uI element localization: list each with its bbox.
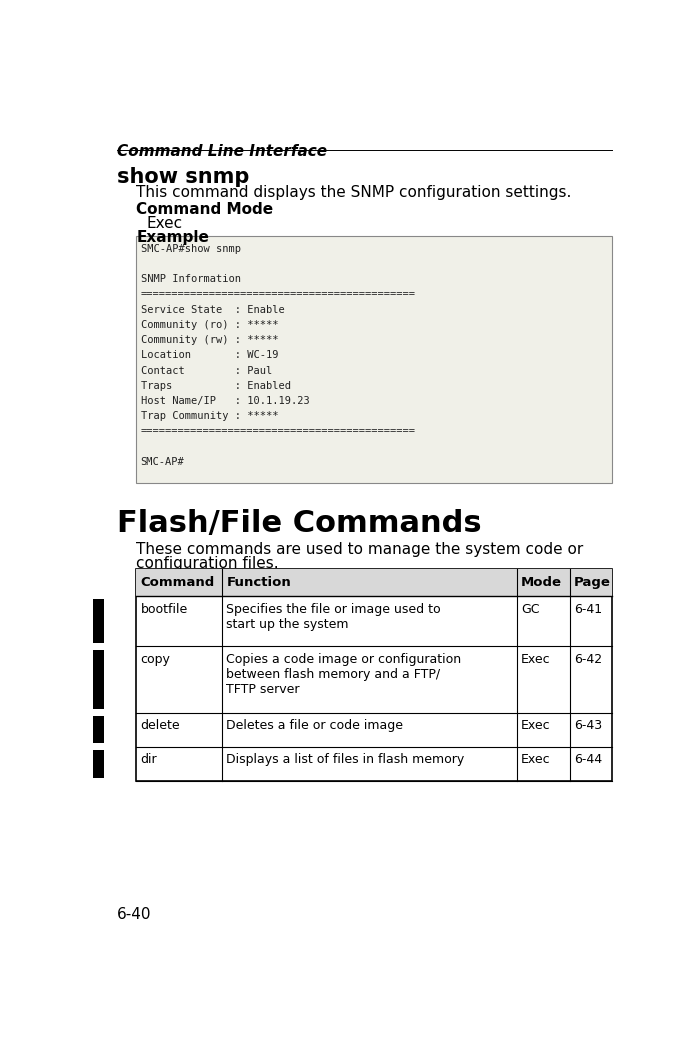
Text: show snmp: show snmp [118, 167, 250, 187]
Text: Command: Command [141, 576, 215, 589]
Text: Flash/File Commands: Flash/File Commands [118, 509, 482, 539]
Text: Community (ro) : *****: Community (ro) : ***** [141, 320, 278, 330]
Bar [136, 569, 612, 781]
Text: Host Name/IP   : 10.1.19.23: Host Name/IP : 10.1.19.23 [141, 396, 309, 406]
Text: configuration files.: configuration files. [136, 555, 279, 570]
Text: Deletes a file or code image: Deletes a file or code image [226, 720, 403, 732]
Text: Displays a list of files in flash memory: Displays a list of files in flash memory [226, 753, 465, 766]
Text: Command Line Interface: Command Line Interface [118, 144, 328, 159]
Text: ============================================: ========================================… [141, 289, 416, 300]
Text: Trap Community : *****: Trap Community : ***** [141, 411, 278, 421]
Bar [93, 600, 104, 643]
Text: Specifies the file or image used to
start up the system: Specifies the file or image used to star… [226, 603, 441, 630]
Bar [93, 716, 104, 744]
Text: Example: Example [136, 230, 209, 245]
Text: Function: Function [226, 576, 291, 589]
Text: This command displays the SNMP configuration settings.: This command displays the SNMP configura… [136, 184, 572, 200]
Text: 6-44: 6-44 [574, 753, 602, 766]
Text: dir: dir [141, 753, 158, 766]
Text: Exec: Exec [521, 720, 551, 732]
Text: SMC-AP#: SMC-AP# [141, 457, 184, 467]
Text: ============================================: ========================================… [141, 426, 416, 437]
Bar [136, 236, 612, 483]
Text: Exec: Exec [146, 216, 182, 231]
Bar [93, 649, 104, 709]
Text: 6-40: 6-40 [118, 907, 152, 922]
Text: Command Mode: Command Mode [136, 202, 274, 218]
Text: SNMP Information: SNMP Information [141, 275, 241, 284]
Text: GC: GC [521, 603, 540, 615]
Text: 6-42: 6-42 [574, 652, 602, 666]
Text: 6-41: 6-41 [574, 603, 602, 615]
Text: Exec: Exec [521, 753, 551, 766]
Bar [93, 750, 104, 777]
Text: Location       : WC-19: Location : WC-19 [141, 350, 278, 360]
Text: Page: Page [574, 576, 611, 589]
Text: bootfile: bootfile [141, 603, 188, 615]
Text: Exec: Exec [521, 652, 551, 666]
Text: 6-43: 6-43 [574, 720, 602, 732]
Text: delete: delete [141, 720, 181, 732]
Text: Copies a code image or configuration
between flash memory and a FTP/
TFTP server: Copies a code image or configuration bet… [226, 652, 461, 695]
Text: SMC-AP#show snmp: SMC-AP#show snmp [141, 244, 241, 254]
Text: Traps          : Enabled: Traps : Enabled [141, 381, 290, 390]
Text: copy: copy [141, 652, 171, 666]
Text: These commands are used to manage the system code or: These commands are used to manage the sy… [136, 542, 584, 557]
Text: Contact        : Paul: Contact : Paul [141, 365, 272, 376]
Bar [136, 569, 612, 596]
Text: Mode: Mode [521, 576, 562, 589]
Text: Community (rw) : *****: Community (rw) : ***** [141, 336, 278, 345]
Text: Service State  : Enable: Service State : Enable [141, 305, 284, 315]
